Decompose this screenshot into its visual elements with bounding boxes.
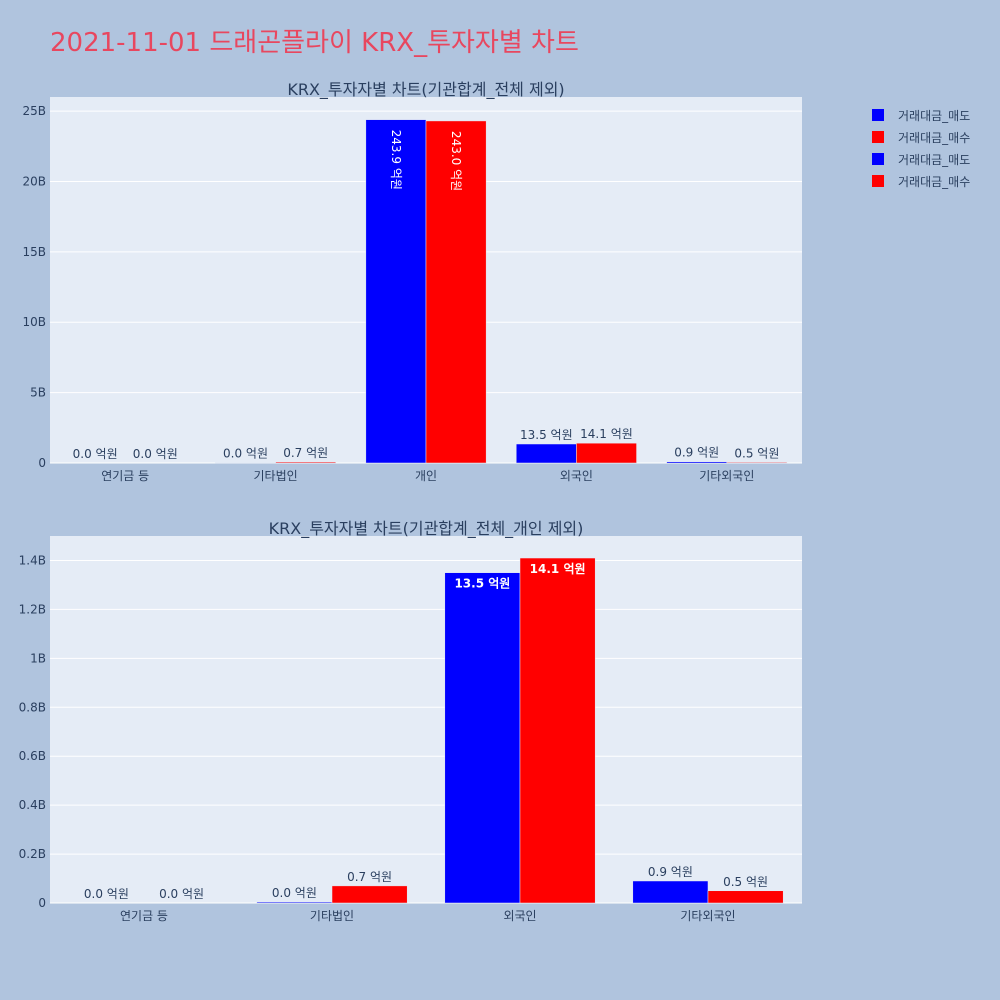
data-label: 243.9 억원 <box>389 130 403 190</box>
bar <box>275 461 337 464</box>
y-tick-label: 10B <box>22 315 46 329</box>
y-tick-label: 0.4B <box>19 798 46 812</box>
data-label: 0.5 억원 <box>723 875 768 889</box>
y-tick-label: 1B <box>30 651 46 665</box>
x-tick-label: 연기금 등 <box>101 469 149 483</box>
data-label: 0.7 억원 <box>283 446 328 460</box>
legend-item[interactable]: 거래대금_매수 <box>872 170 970 192</box>
data-label: 0.9 억원 <box>674 446 719 460</box>
y-tick-label: 0 <box>38 456 46 470</box>
data-label: 0.9 억원 <box>648 865 693 879</box>
bar <box>444 572 521 904</box>
legend-item[interactable]: 거래대금_매도 <box>872 104 970 126</box>
data-label: 0.0 억원 <box>133 447 178 461</box>
bar <box>515 443 577 464</box>
legend[interactable]: 거래대금_매도 거래대금_매수 거래대금_매도 거래대금_매수 <box>872 104 970 192</box>
legend-label: 거래대금_매도 <box>898 152 971 167</box>
x-tick-label: 기타외국인 <box>680 909 735 923</box>
x-tick-label: 기타법인 <box>310 909 354 923</box>
chart-bottom: KRX_투자자별 차트(기관합계_전체_개인 제외) 0 0.2B 0.4B 0.6B 0… <box>19 519 802 923</box>
legend-item[interactable]: 거래대금_매수 <box>872 126 970 148</box>
bar <box>331 885 408 904</box>
x-tick-label: 외국인 <box>560 469 593 483</box>
y-tick-label: 5B <box>30 386 46 400</box>
data-label: 0.0 억원 <box>159 887 204 901</box>
data-label: 0.0 억원 <box>272 886 317 900</box>
y-tick-label: 25B <box>22 104 46 118</box>
bar <box>425 120 487 464</box>
page-title: 2021-11-01 드래곤플라이 KRX_투자자별 차트 <box>50 28 579 58</box>
bar <box>666 461 728 464</box>
bar <box>256 901 333 904</box>
bar <box>707 890 784 904</box>
chart-title: KRX_투자자별 차트(기관합계_전체_개인 제외) <box>269 519 584 539</box>
data-label: 0.0 억원 <box>223 447 268 461</box>
y-tick-label: 1.4B <box>19 553 46 567</box>
y-tick-label: 1.2B <box>19 602 46 616</box>
legend-label: 거래대금_매도 <box>898 108 971 123</box>
y-tick-label: 20B <box>22 174 46 188</box>
data-label: 0.0 억원 <box>73 447 118 461</box>
data-label: 0.7 억원 <box>347 870 392 884</box>
chart-top: KRX_투자자별 차트(기관합계_전체 제외) 0 5B 10B 15B 20B 25B 연기… <box>22 80 802 483</box>
y-tick-label: 0.8B <box>19 700 46 714</box>
y-tick-label: 0 <box>38 896 46 910</box>
x-tick-label: 외국인 <box>503 909 536 923</box>
legend-swatch <box>872 109 884 121</box>
y-tick-label: 0.6B <box>19 749 46 763</box>
y-tick-label: 0.2B <box>19 847 46 861</box>
x-tick-label: 연기금 등 <box>120 909 168 923</box>
bar <box>632 880 709 904</box>
chart-title: KRX_투자자별 차트(기관합계_전체 제외) <box>287 80 564 100</box>
bar <box>519 557 596 904</box>
x-tick-label: 기타외국인 <box>699 469 754 483</box>
y-tick-label: 15B <box>22 245 46 259</box>
bar <box>726 462 788 464</box>
data-label: 13.5 억원 <box>454 577 510 591</box>
data-label: 14.1 억원 <box>580 427 633 441</box>
legend-item[interactable]: 거래대금_매도 <box>872 148 970 170</box>
plot-area <box>50 536 802 903</box>
bar <box>576 442 637 464</box>
data-label: 13.5 억원 <box>520 428 573 442</box>
data-label: 14.1 억원 <box>530 562 586 576</box>
x-tick-label: 개인 <box>415 469 437 483</box>
legend-label: 거래대금_매수 <box>898 130 971 145</box>
legend-swatch <box>872 175 884 187</box>
legend-label: 거래대금_매수 <box>898 174 971 189</box>
legend-swatch <box>872 153 884 165</box>
data-label: 243.0 억원 <box>449 131 463 191</box>
x-tick-label: 기타법인 <box>254 469 298 483</box>
legend-swatch <box>872 131 884 143</box>
data-label: 0.0 억원 <box>84 887 129 901</box>
data-label: 0.5 억원 <box>734 446 779 460</box>
